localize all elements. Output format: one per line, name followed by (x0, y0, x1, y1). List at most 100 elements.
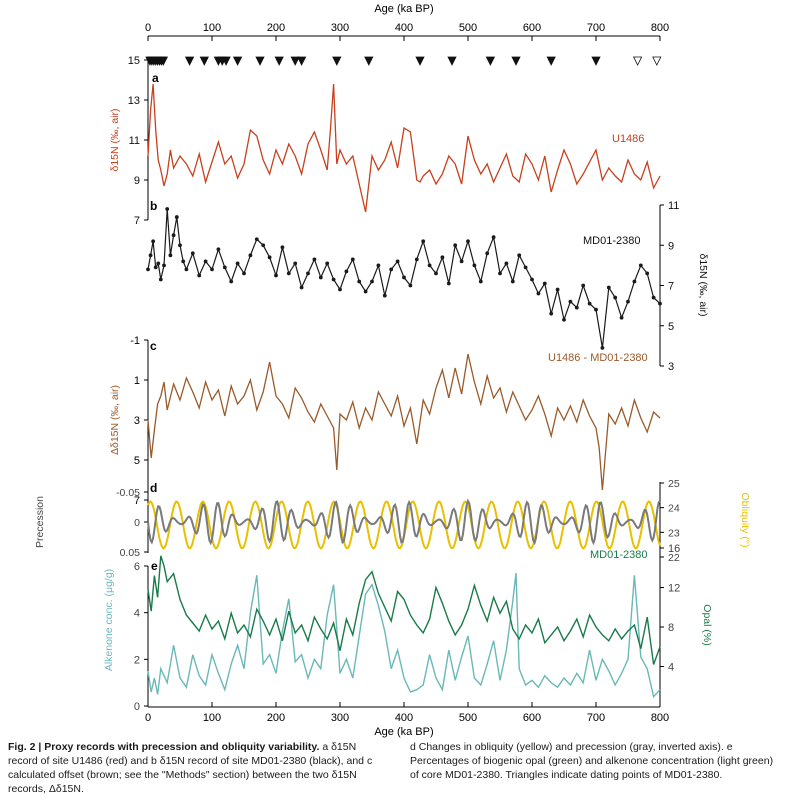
md01-d15n-point (146, 267, 150, 272)
md01-d15n-point (293, 261, 298, 266)
dating-point-filled (485, 56, 496, 66)
md01-d15n-point (408, 283, 413, 288)
panel-d: -0.05 0 0.05 22 23 24 25 d MD01-2380 Precessio… (34, 478, 751, 564)
md01-d15n-point (555, 287, 560, 292)
top-axis-label: Age (ka BP) (374, 3, 433, 15)
panel-b-label: b (150, 199, 157, 213)
md01-d15n-point (299, 285, 304, 290)
panel-a: 7 9 11 13 15 a U1486 δ15N (‰, air) (109, 55, 661, 227)
bottom-axis-tick-label: 800 (651, 712, 669, 724)
panel-c-tick-label: -1 (130, 335, 140, 347)
md01-d15n-point (210, 267, 214, 272)
md01-d15n-point (216, 247, 221, 252)
offset-label: U1486 - MD01-2380 (548, 352, 648, 364)
md01-d15n-point (190, 251, 195, 256)
panel-a-tick-label: 11 (129, 135, 140, 147)
dating-point-filled (296, 56, 307, 66)
precession-tick-label: 0 (134, 517, 140, 529)
md01-d15n-point (619, 315, 624, 320)
md01-d15n-point (306, 271, 310, 276)
obliquity-tick-label: 25 (668, 478, 680, 490)
md01-d15n-point (549, 311, 554, 316)
md01-d15n-point (331, 277, 336, 282)
md01-d15n-point (517, 253, 522, 258)
dating-point-open (632, 56, 643, 66)
obliquity-tick-label: 24 (668, 503, 680, 515)
md01-d15n-point (632, 279, 637, 284)
md01-d15n-point (363, 289, 368, 294)
opal-tick-label: 4 (668, 662, 674, 674)
top-axis-tick-label: 700 (587, 22, 605, 34)
precession-tick-label: 0.05 (120, 547, 141, 559)
panel-b-tick-label: 11 (668, 200, 679, 212)
dating-point-filled (199, 56, 209, 66)
md01-d15n-point (350, 257, 355, 262)
md01-d15n-point (184, 267, 189, 272)
md01-d15n-point (434, 271, 438, 276)
bottom-axis-tick-label: 300 (331, 712, 349, 724)
md01-d15n-point (357, 279, 362, 284)
bottom-axis-tick-label: 500 (459, 712, 477, 724)
md01-d15n-point (613, 295, 618, 300)
panel-c-tick-label: 3 (134, 415, 140, 427)
md01-d15n-point (338, 287, 342, 292)
dating-point-filled (255, 56, 265, 66)
dating-point-filled (546, 56, 556, 66)
md01-label: MD01-2380 (583, 235, 640, 247)
md01-d15n-point (645, 271, 650, 276)
offset-line (147, 353, 661, 491)
panel-c: -1 1 3 5 7 c U1486 - MD01-2380 Δδ15N (‰, air… (109, 335, 661, 507)
bottom-axis-tick-label: 0 (145, 712, 151, 724)
top-axis-tick-label: 400 (395, 22, 413, 34)
md01-d15n-point (594, 307, 598, 312)
alkenone-ylabel: Alkenone conc. (μg/g) (103, 569, 115, 671)
panel-a-tick-label: 13 (128, 95, 140, 107)
alkenone-tick-label: 4 (134, 608, 140, 620)
dating-point-filled (232, 56, 243, 66)
md01-d15n-point (261, 243, 266, 248)
md01-d15n-point (498, 271, 502, 276)
md01-d15n-point (581, 283, 586, 288)
dating-point-filled (447, 56, 457, 66)
dating-point-open (652, 56, 662, 66)
caption-left-head: Fig. 2 | Proxy records with precession a… (8, 741, 320, 753)
panel-d-label-md01: MD01-2380 (590, 549, 647, 561)
caption-left-body: a δ15N record of site U1486 (red) and b … (8, 741, 373, 795)
md01-d15n-point (491, 235, 496, 240)
dating-point-filled (415, 56, 425, 66)
md01-d15n-point (626, 299, 630, 304)
dating-point-filled (364, 56, 374, 66)
panel-c-ylabel: Δδ15N (‰, air) (109, 385, 121, 455)
opal-tick-label: 8 (668, 622, 674, 634)
top-axis-tick-label: 200 (267, 22, 285, 34)
top-axis-tick-label: 500 (459, 22, 477, 34)
md01-d15n-point (222, 265, 227, 270)
md01-d15n-point (459, 259, 464, 264)
md01-d15n-point (286, 271, 291, 276)
md01-d15n-point (440, 255, 445, 260)
md01-d15n-point (542, 281, 547, 286)
dating-point-filled (221, 56, 231, 66)
top-axis-tick-label: 600 (523, 22, 541, 34)
dating-point-filled (591, 56, 601, 66)
md01-d15n-point (280, 245, 285, 250)
md01-d15n-point (370, 279, 374, 284)
bottom-axis-tick-label: 700 (587, 712, 605, 724)
panel-b-tick-label: 7 (668, 281, 674, 293)
md01-d15n-point (178, 243, 182, 248)
obliquity-ylabel: Obliquity (°) (739, 493, 751, 548)
precession-tick-label: -0.05 (116, 487, 140, 499)
panel-c-label: c (150, 339, 157, 353)
md01-d15n-point (651, 295, 656, 300)
obliquity-line (147, 500, 661, 550)
panel-d-label: d (150, 481, 157, 495)
panel-a-tick-label: 9 (134, 175, 140, 187)
md01-d15n-point (478, 279, 483, 284)
bottom-axis-tick-label: 100 (203, 712, 221, 724)
panel-b-tick-label: 3 (668, 361, 674, 373)
md01-d15n-point (181, 259, 186, 264)
md01-d15n-point (248, 253, 253, 258)
opal-line (147, 555, 661, 665)
md01-d15n-points (146, 207, 662, 350)
md01-d15n-point (229, 279, 234, 284)
